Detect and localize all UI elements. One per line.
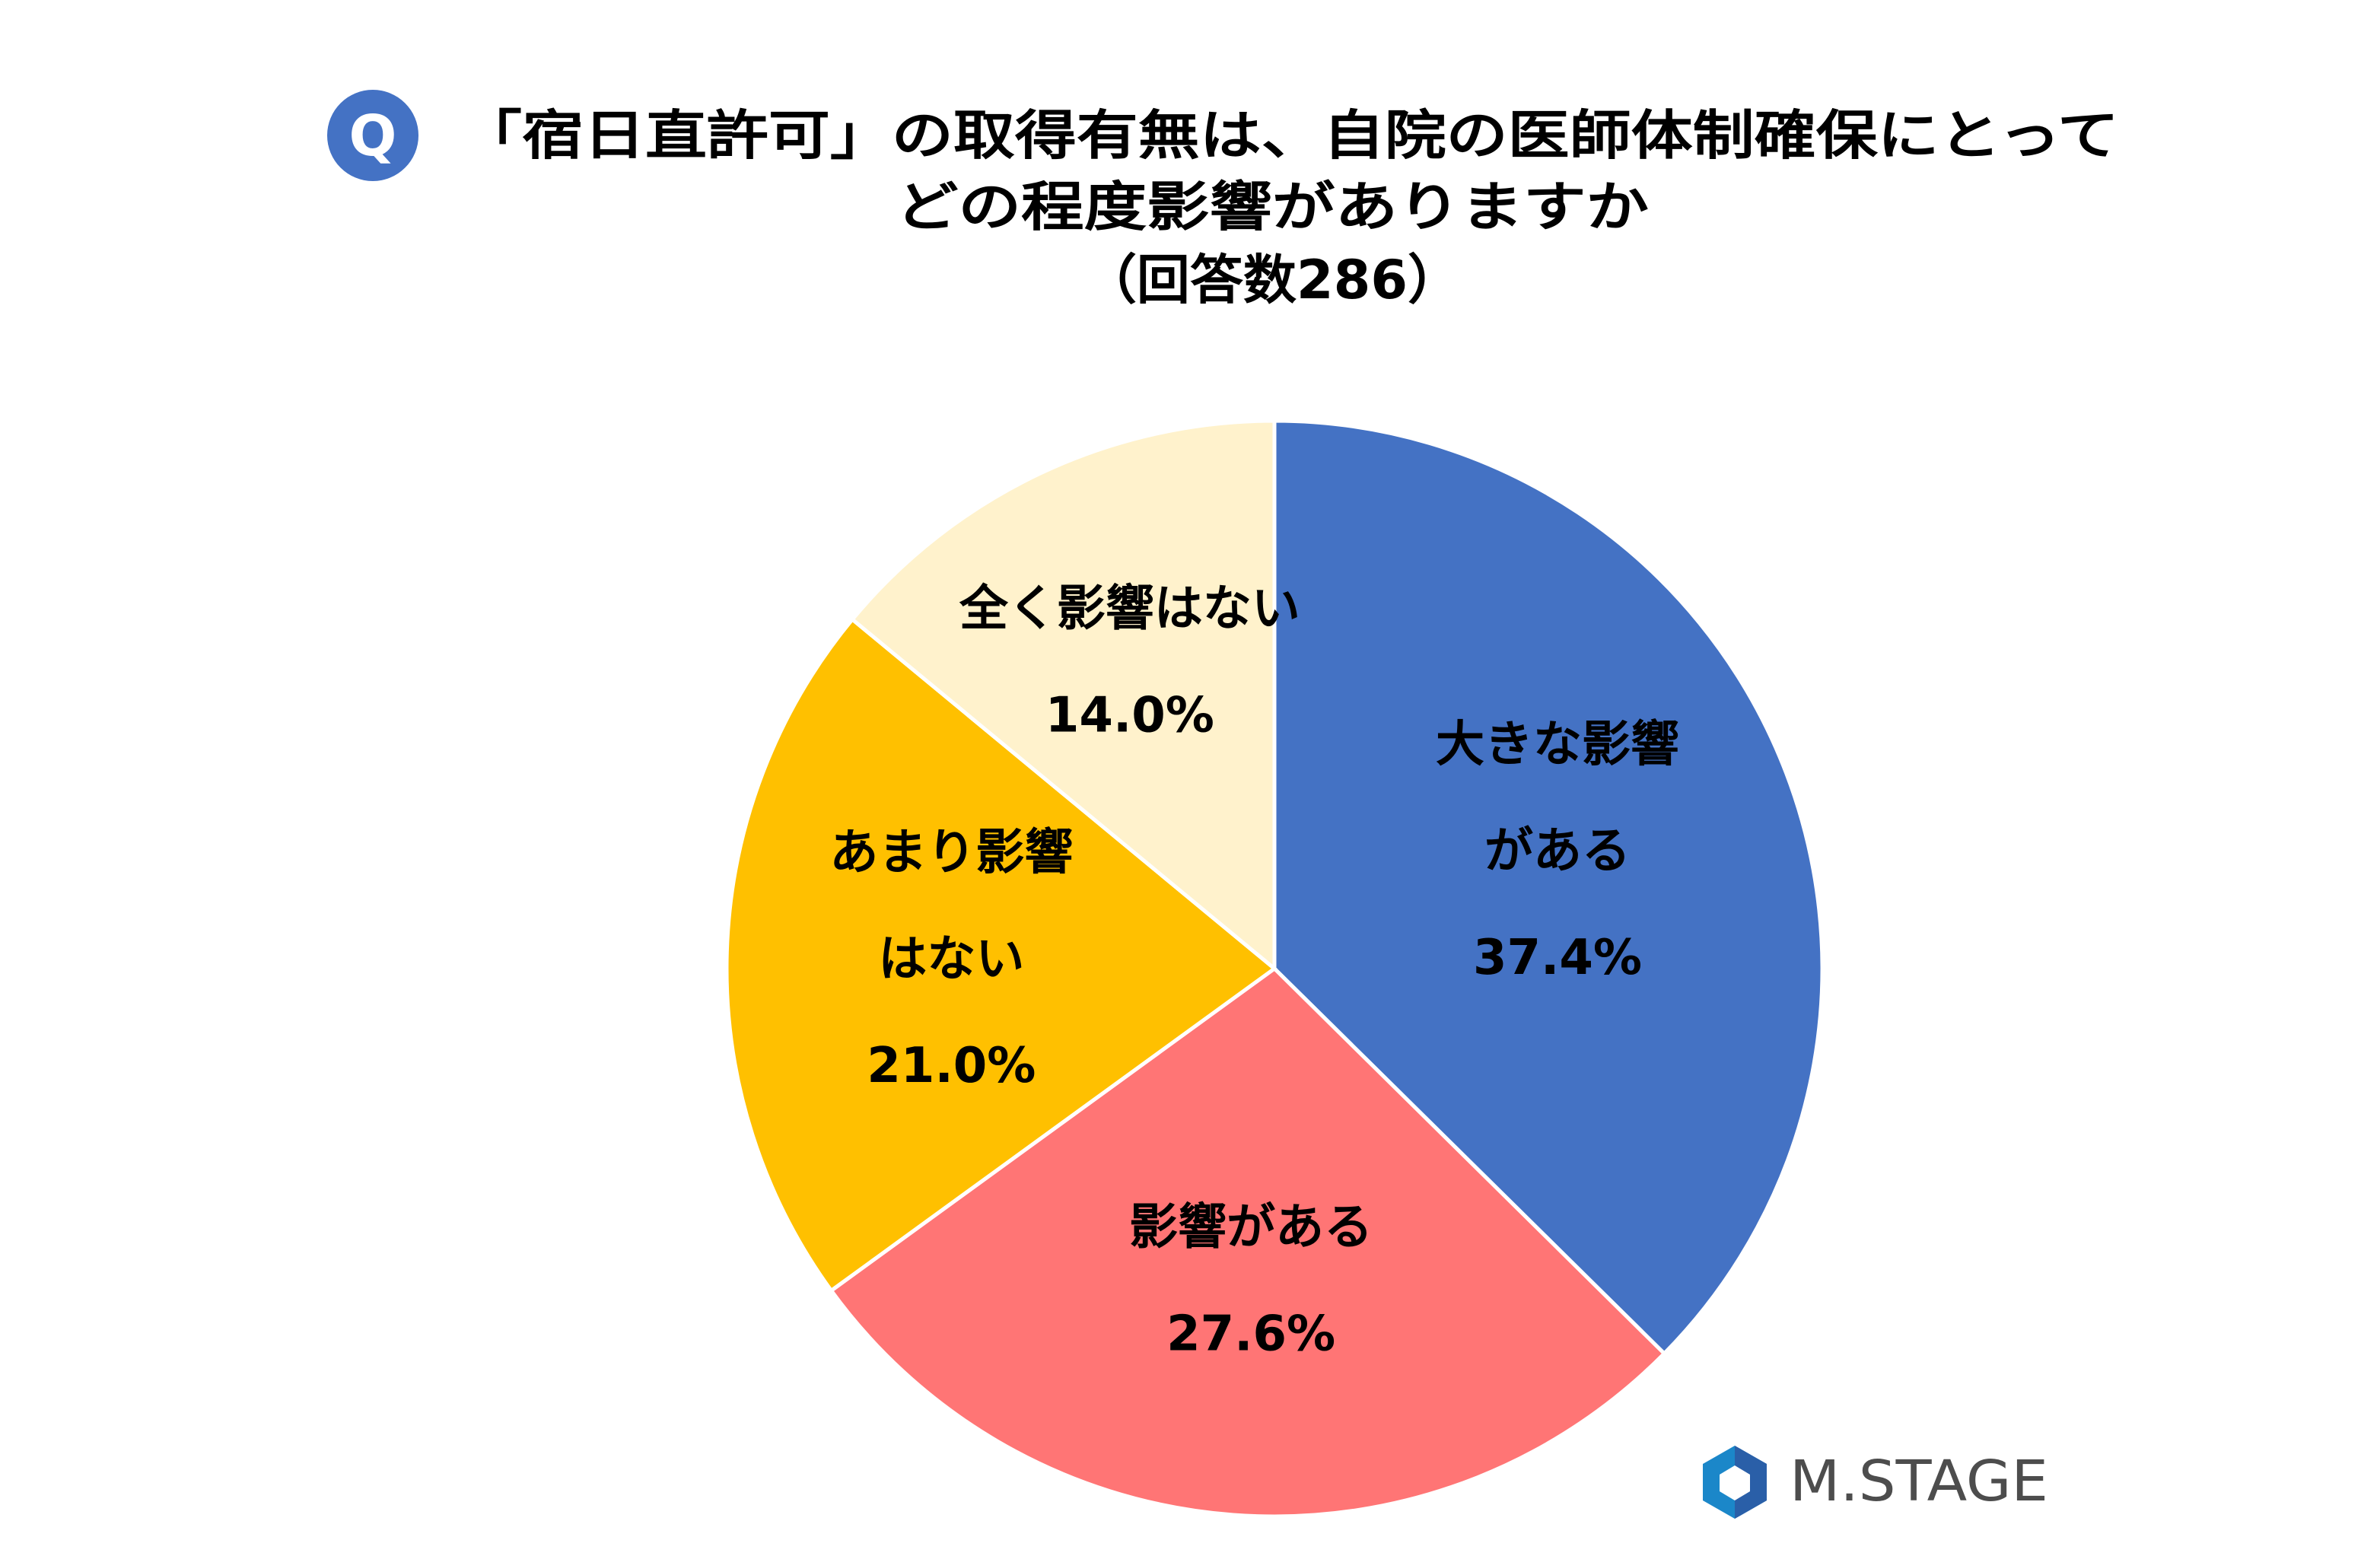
chart-title-line3: （回答数286） — [1083, 249, 1461, 311]
pie-slices — [724, 418, 1825, 1519]
question-badge-letter: Q — [349, 103, 397, 169]
pie-slice — [724, 616, 1278, 1293]
slice-category-label: 全く影響はない — [959, 581, 1300, 638]
slice-value-label: 37.4% — [1473, 930, 1642, 986]
chart-title-line1: 「宿日直許可」の取得有無は、自院の医師体制確保にとって — [460, 104, 2119, 167]
question-badge-circle — [327, 90, 418, 181]
slice-category-label: 影響がある — [1129, 1200, 1373, 1256]
slice-value-label: 27.6% — [1166, 1306, 1335, 1363]
slice-value-label: 21.0% — [867, 1038, 1036, 1094]
pie-slice — [829, 966, 1667, 1519]
slice-category-label: はない — [878, 931, 1024, 988]
slice-value-label: 14.0% — [1045, 688, 1214, 744]
pie-slice — [1272, 418, 1825, 1357]
slice-category-label: 大きな影響 — [1436, 717, 1679, 773]
pie-slice — [849, 418, 1277, 973]
brand-logo: M.STAGE — [1703, 1446, 2048, 1519]
question-badge: Q — [327, 90, 418, 181]
hexagon-logo-icon — [1703, 1446, 1767, 1519]
brand-name: M.STAGE — [1790, 1449, 2048, 1514]
chart-title-line2: どの程度影響がありますか — [896, 176, 1649, 238]
slice-category-label: がある — [1484, 823, 1631, 880]
slice-category-label: あまり影響 — [829, 825, 1073, 881]
